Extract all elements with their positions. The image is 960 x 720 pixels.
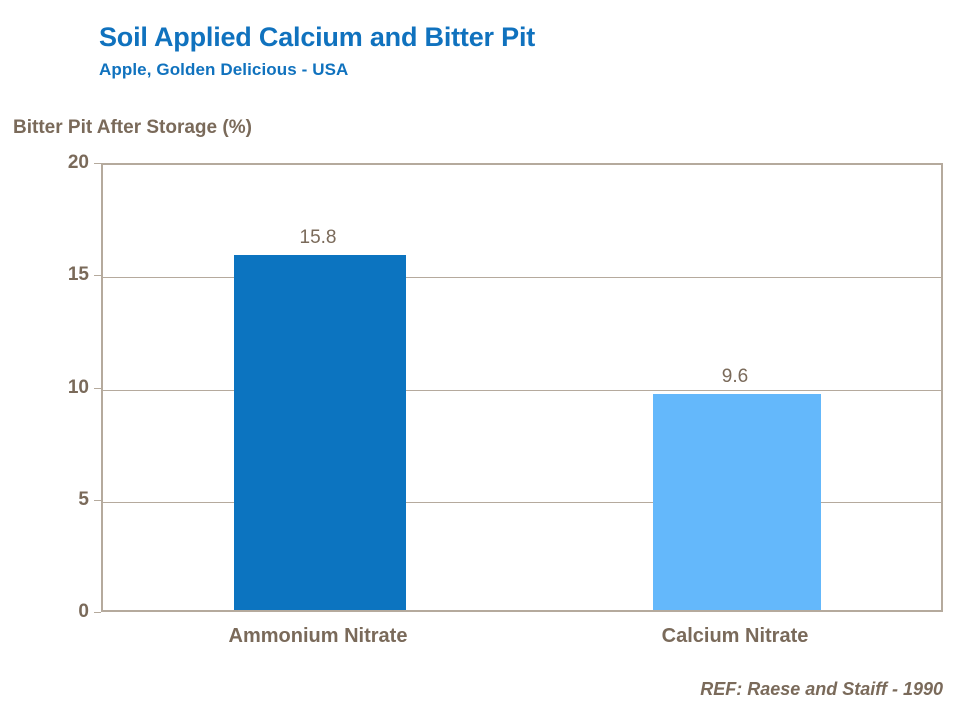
y-axis-tick-mark	[94, 612, 101, 613]
y-axis-tick-label: 0	[78, 601, 89, 622]
gridline	[103, 390, 941, 391]
y-axis-tick-mark	[94, 275, 101, 276]
y-axis-title: Bitter Pit After Storage (%)	[13, 117, 252, 138]
bar-value-label: 9.6	[721, 366, 749, 388]
x-axis-category-label: Ammonium Nitrate	[228, 625, 408, 647]
x-axis-category-label: Calcium Nitrate	[661, 625, 809, 647]
y-axis-tick-mark	[94, 388, 101, 389]
y-axis-tick-mark	[94, 163, 101, 164]
y-axis-tick-label: 20	[67, 152, 89, 173]
gridline	[103, 502, 941, 503]
chart-subtitle: Apple, Golden Delicious - USA	[99, 60, 349, 79]
plot-area	[101, 163, 943, 612]
y-axis-tick-mark	[94, 500, 101, 501]
bar	[653, 394, 821, 610]
y-axis-tick-label: 15	[67, 264, 89, 285]
reference-note: REF: Raese and Staiff - 1990	[700, 679, 943, 699]
gridline	[103, 277, 941, 278]
page-title: Soil Applied Calcium and Bitter Pit	[99, 22, 536, 52]
bar-value-label: 15.8	[299, 227, 337, 249]
y-axis-tick-label: 5	[78, 489, 89, 510]
y-axis-tick-label: 10	[67, 377, 89, 398]
bar	[234, 255, 406, 610]
